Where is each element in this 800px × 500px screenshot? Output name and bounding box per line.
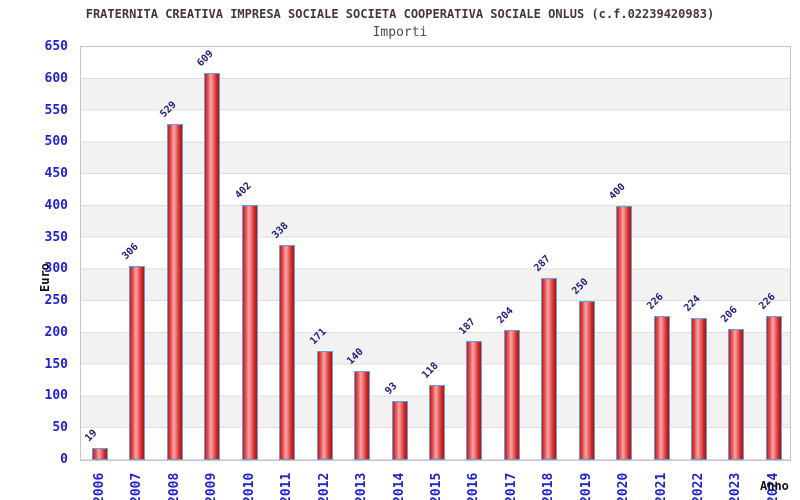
y-tick-label: 50 — [52, 420, 68, 436]
bar-2019 — [578, 301, 595, 460]
bar-2022 — [691, 318, 708, 460]
y-tick-label: 0 — [60, 452, 68, 467]
x-tick-label-2019: 2019 — [578, 472, 594, 500]
x-axis-title: Anno — [760, 479, 789, 493]
bar-2020 — [616, 206, 633, 460]
bar-value-label: 400 — [607, 181, 628, 202]
x-tick-label-2011: 2011 — [279, 472, 295, 500]
x-tick-label-2006: 2006 — [92, 472, 107, 500]
chart-subtitle: Importi — [372, 25, 428, 40]
x-axis: 2006 2007 2008 2009 2010 2011 2012 2013 2014 2015… — [81, 466, 790, 500]
bar-2016 — [466, 341, 483, 460]
x-tick-label-2020: 2020 — [616, 472, 632, 500]
y-tick-label: 200 — [44, 324, 68, 340]
y-tick-label: 450 — [44, 166, 68, 182]
y-tick-label: 100 — [44, 388, 68, 404]
bar-2009 — [204, 73, 221, 460]
x-tick-label-2016: 2016 — [466, 472, 482, 500]
x-tick-label-2017: 2017 — [503, 472, 519, 500]
x-tick-label-2021: 2021 — [653, 472, 669, 500]
x-tick-label-2007: 2007 — [129, 472, 145, 500]
bar-2021 — [653, 316, 670, 460]
y-tick-label: 400 — [44, 197, 68, 213]
bar-value-label: 306 — [120, 241, 142, 262]
x-tick-label-2008: 2008 — [166, 472, 182, 500]
bar-value-label: 529 — [158, 99, 179, 120]
bar-2010 — [241, 205, 258, 460]
bar-value-label: 287 — [532, 253, 554, 274]
y-tick-label: 300 — [44, 261, 68, 277]
x-tick-label-2010: 2010 — [241, 472, 257, 500]
bar-value-label: 93 — [382, 380, 400, 397]
y-axis-title: Euro — [38, 263, 52, 292]
y-tick-label: 550 — [44, 102, 68, 118]
bar-value-label: 187 — [457, 316, 479, 337]
bar-2017 — [503, 330, 520, 460]
bar-value-label: 171 — [307, 326, 329, 347]
x-tick-label-2012: 2012 — [316, 472, 332, 500]
bar-value-label: 204 — [495, 305, 516, 326]
bar-value-label: 224 — [682, 293, 703, 314]
x-tick-label-2022: 2022 — [691, 472, 707, 500]
bar-value-label: 226 — [757, 291, 778, 312]
x-tick-label-2009: 2009 — [204, 472, 220, 500]
bar-value-label: 206 — [719, 304, 741, 325]
bar-2015 — [428, 385, 445, 460]
y-tick-label: 150 — [44, 356, 68, 372]
y-tick-label: 350 — [44, 229, 68, 245]
bar-2024 — [765, 316, 782, 460]
bar-2012 — [316, 351, 333, 460]
bar-value-label: 250 — [569, 276, 591, 297]
bar-value-label: 140 — [345, 346, 366, 367]
y-tick-label: 650 — [44, 39, 68, 54]
bar-2011 — [279, 245, 296, 460]
y-axis: 0 50 100 150 200 250 300 350 400 450 500 550 600 650 — [0, 39, 74, 467]
x-tick-label-2023: 2023 — [728, 472, 744, 500]
bar-2013 — [354, 371, 371, 460]
plot-area: 19 306 529 609 402 338 171 140 93 118 187 204 287 250… — [80, 46, 791, 461]
bar-value-label: 402 — [232, 180, 254, 201]
bar-value-label: 118 — [420, 360, 441, 381]
bar-2006 — [92, 448, 108, 460]
bar-value-label: 19 — [83, 427, 100, 444]
bar-value-label: 338 — [270, 220, 291, 241]
y-tick-label: 600 — [44, 70, 68, 86]
y-tick-label: 500 — [44, 134, 68, 150]
x-tick-label-2015: 2015 — [428, 472, 444, 500]
x-tick-label-2013: 2013 — [354, 472, 370, 500]
bar-2007 — [129, 266, 146, 460]
x-tick-label-2014: 2014 — [391, 472, 407, 500]
bar-2014 — [391, 401, 408, 460]
y-tick-label: 250 — [44, 293, 68, 309]
bar-2008 — [166, 124, 183, 460]
bar-value-label: 226 — [644, 291, 666, 312]
bar-2023 — [728, 329, 745, 460]
x-tick-label-2018: 2018 — [541, 472, 557, 500]
bar-value-label: 609 — [195, 48, 217, 69]
chart-title: FRATERNITA CREATIVA IMPRESA SOCIALE SOCI… — [85, 7, 715, 21]
bar-2018 — [541, 278, 558, 460]
